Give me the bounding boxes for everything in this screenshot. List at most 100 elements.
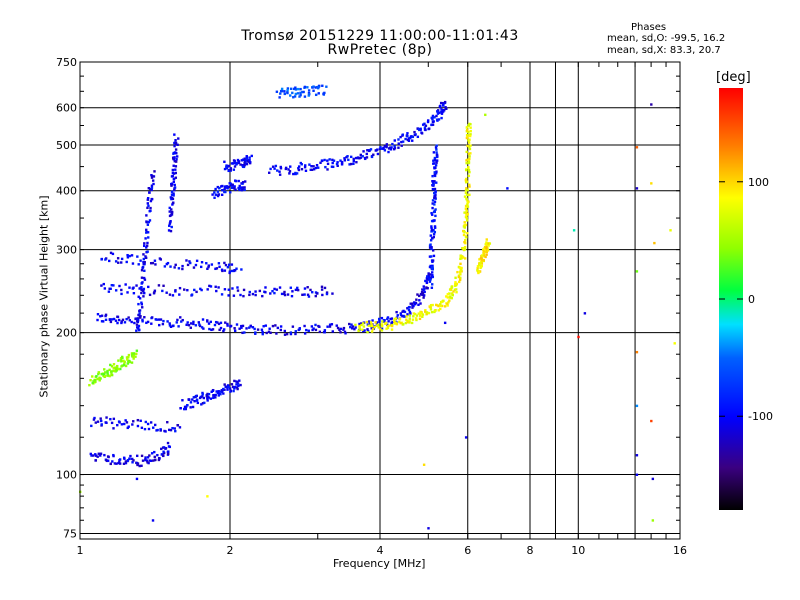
- trace-point: [242, 187, 245, 191]
- trace-point: [213, 191, 216, 194]
- trace-point: [303, 324, 306, 328]
- trace-point: [209, 285, 213, 288]
- trace-point: [403, 315, 406, 318]
- trace-point: [100, 423, 103, 426]
- trace-point: [344, 332, 347, 335]
- trace-point: [192, 266, 196, 269]
- trace-point: [132, 286, 135, 289]
- trace-point: [124, 460, 128, 463]
- trace-point: [120, 365, 123, 368]
- trace-point: [110, 373, 113, 376]
- trace-point: [279, 325, 283, 328]
- trace-point: [230, 263, 234, 266]
- trace-point: [484, 255, 487, 259]
- trace-point: [386, 317, 389, 321]
- trace-point: [273, 287, 276, 291]
- trace-point: [219, 326, 223, 330]
- trace-point: [431, 274, 434, 277]
- x-tick-label: 16: [673, 544, 687, 557]
- trace-point: [138, 309, 141, 313]
- trace-point: [451, 293, 454, 297]
- trace-point: [303, 95, 307, 98]
- trace-point: [428, 305, 431, 308]
- trace-point: [183, 407, 186, 411]
- trace-point: [286, 89, 289, 92]
- trace-point: [435, 155, 439, 159]
- trace-point: [465, 136, 469, 140]
- trace-point: [198, 324, 202, 328]
- trace-point: [104, 313, 108, 317]
- trace-point: [432, 151, 436, 154]
- trace-point: [248, 290, 251, 294]
- trace-point: [466, 201, 470, 204]
- trace-point: [332, 159, 336, 162]
- trace-point: [229, 182, 232, 185]
- trace-point: [349, 155, 353, 159]
- trace-point: [370, 323, 373, 326]
- trace-point: [109, 287, 112, 290]
- trace-point: [236, 382, 240, 385]
- trace-point: [223, 187, 226, 191]
- trace-point: [241, 186, 244, 189]
- trace-point: [291, 290, 294, 293]
- trace-point: [221, 188, 224, 192]
- trace-point: [468, 155, 471, 158]
- trace-point: [145, 231, 148, 234]
- trace-point: [434, 214, 437, 218]
- trace-point: [159, 429, 162, 432]
- trace-point: [99, 454, 102, 457]
- scatter-point: [422, 463, 426, 466]
- trace-point: [292, 172, 295, 176]
- trace-point: [128, 319, 132, 322]
- trace-point: [371, 319, 374, 322]
- trace-point: [172, 164, 175, 167]
- trace-point: [154, 263, 157, 266]
- trace-point: [233, 187, 236, 190]
- trace-point: [146, 320, 150, 324]
- trace-point: [216, 321, 219, 324]
- trace-point: [142, 287, 146, 291]
- trace-point: [138, 316, 142, 319]
- trace-point: [174, 142, 178, 146]
- trace-point: [390, 328, 394, 331]
- trace-point: [104, 371, 107, 374]
- trace-point: [421, 293, 425, 296]
- trace-point: [103, 374, 107, 378]
- trace-point: [378, 320, 381, 324]
- trace-point: [322, 92, 325, 95]
- trace-point: [230, 184, 233, 187]
- trace-point: [112, 427, 115, 430]
- trace-point: [431, 219, 435, 223]
- colorbar-label: [deg]: [716, 70, 751, 85]
- trace-point: [294, 172, 297, 176]
- trace-point: [435, 151, 438, 154]
- trace-point: [206, 267, 209, 271]
- trace-point: [393, 319, 396, 323]
- trace-point: [271, 289, 274, 293]
- trace-point: [276, 326, 280, 330]
- trace-point: [425, 311, 429, 314]
- trace-point: [450, 296, 454, 300]
- trace-point: [271, 324, 275, 328]
- trace-point: [243, 161, 246, 165]
- trace-point: [195, 290, 198, 294]
- trace-point: [104, 318, 108, 322]
- trace-point: [268, 327, 271, 330]
- trace-point: [424, 279, 427, 283]
- trace-point: [170, 225, 173, 229]
- trace-point: [411, 302, 414, 305]
- trace-point: [240, 326, 243, 329]
- trace-point: [438, 111, 441, 114]
- trace-point: [174, 429, 177, 433]
- trace-point: [149, 187, 152, 191]
- trace-point: [399, 135, 402, 139]
- trace-point: [297, 168, 301, 172]
- trace-point: [479, 261, 482, 265]
- trace-point: [174, 139, 177, 142]
- trace-point: [465, 133, 469, 137]
- trace-point: [200, 261, 204, 264]
- trace-point: [343, 330, 347, 334]
- x-tick-label: 4: [377, 544, 384, 557]
- trace-point: [124, 461, 128, 465]
- trace-point: [466, 130, 470, 134]
